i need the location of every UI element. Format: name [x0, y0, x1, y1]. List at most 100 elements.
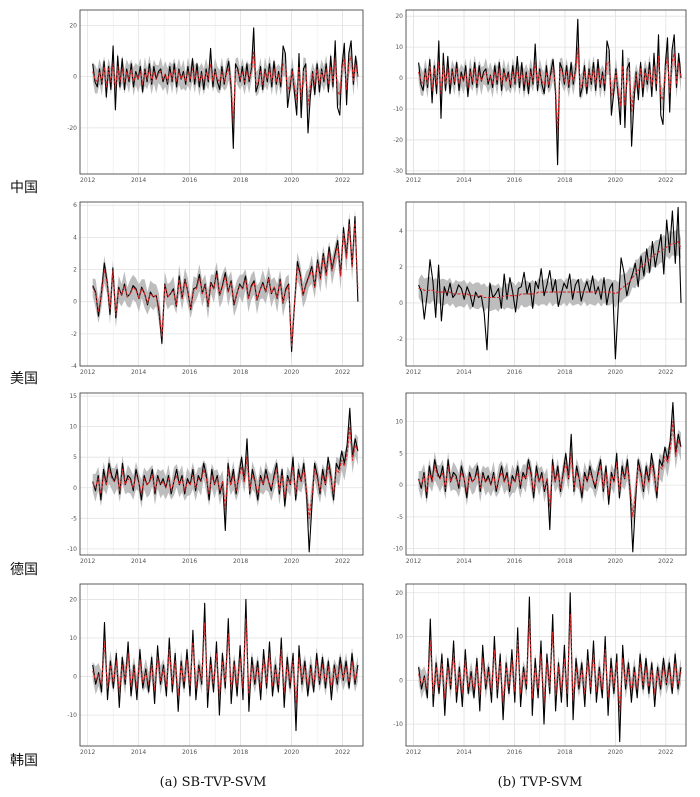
y-tick-label: 2 — [399, 264, 403, 271]
x-tick-label: 2012 — [80, 177, 95, 184]
x-tick-label: 2014 — [456, 369, 471, 376]
y-tick-label: 10 — [395, 634, 403, 641]
x-tick-label: 2012 — [80, 369, 95, 376]
y-tick-label: -4 — [71, 363, 77, 370]
confidence-band — [418, 408, 681, 528]
series-line-estimate — [418, 241, 682, 299]
y-tick-label: 15 — [69, 393, 77, 400]
y-tick-label: 0 — [399, 75, 403, 82]
series-line-estimate — [92, 222, 359, 348]
y-tick-label: 2 — [73, 267, 77, 274]
x-tick-label: 2018 — [557, 369, 572, 376]
series-line-actual — [418, 206, 682, 360]
x-tick-label: 2016 — [182, 369, 197, 376]
x-tick-label: 2014 — [131, 558, 146, 565]
x-tick-label: 2020 — [284, 369, 299, 376]
panel-frame — [79, 392, 364, 556]
y-tick-label: 20 — [69, 22, 77, 29]
y-tick-label: 4 — [73, 234, 77, 241]
y-tick-label: 0 — [73, 485, 77, 492]
y-tick-label: 20 — [395, 13, 403, 20]
y-tick-label: 0 — [73, 74, 77, 81]
y-tick-label: -20 — [67, 125, 77, 132]
x-tick-label: 2020 — [284, 749, 299, 756]
country-label-korea: 韩国 — [10, 753, 38, 769]
x-tick-label: 2022 — [658, 558, 673, 565]
x-tick-label: 2022 — [658, 177, 673, 184]
x-tick-label: 2018 — [557, 177, 572, 184]
y-tick-label: 10 — [395, 44, 403, 51]
panel-frame — [79, 583, 364, 747]
x-tick-label: 2020 — [608, 749, 623, 756]
series-line-actual — [92, 598, 359, 732]
x-tick-label: 2018 — [233, 749, 248, 756]
y-tick-label: -10 — [67, 712, 77, 719]
x-tick-label: 2012 — [406, 558, 421, 565]
y-tick-label: 10 — [69, 635, 77, 642]
y-tick-label: 20 — [395, 590, 403, 597]
panel-frame — [405, 392, 687, 556]
y-tick-label: 5 — [399, 450, 403, 457]
confidence-band — [92, 209, 358, 362]
x-tick-label: 2016 — [182, 177, 197, 184]
series-line-estimate — [418, 421, 682, 518]
series-line-estimate — [92, 50, 359, 124]
x-tick-label: 2022 — [335, 177, 350, 184]
caption-tvp-svm: (b) TVP-SVM — [498, 775, 583, 790]
y-tick-label: -10 — [67, 546, 77, 553]
y-tick-label: 0 — [399, 482, 403, 489]
x-tick-label: 2014 — [456, 558, 471, 565]
series-line-estimate — [418, 46, 682, 135]
panel-frame — [405, 201, 687, 367]
panel-frame — [79, 201, 364, 367]
x-tick-label: 2016 — [507, 558, 522, 565]
x-tick-label: 2020 — [284, 558, 299, 565]
confidence-band — [92, 36, 358, 137]
y-tick-label: 5 — [73, 454, 77, 461]
confidence-band — [418, 600, 681, 726]
x-tick-label: 2012 — [80, 558, 95, 565]
x-tick-label: 2016 — [507, 749, 522, 756]
country-label-china: 中国 — [10, 180, 38, 196]
y-tick-label: 20 — [69, 596, 77, 603]
y-tick-label: 0 — [73, 674, 77, 681]
caption-sb-tvp-svm: (a) SB-TVP-SVM — [160, 775, 267, 790]
confidence-band — [418, 33, 681, 148]
x-tick-label: 2014 — [131, 369, 146, 376]
x-tick-label: 2012 — [406, 369, 421, 376]
y-tick-label: -2 — [71, 331, 77, 338]
x-tick-label: 2022 — [335, 558, 350, 565]
country-label-usa: 美国 — [10, 371, 38, 387]
y-tick-label: 10 — [395, 419, 403, 426]
panel-korea-tvp-svm: 20 10 0 -10 2012 2014 2016 2018 2020 2022 — [393, 583, 687, 756]
x-tick-label: 2016 — [507, 177, 522, 184]
x-tick-label: 2014 — [456, 749, 471, 756]
y-tick-label: -10 — [393, 106, 403, 113]
series-line-actual — [418, 592, 682, 743]
x-tick-label: 2020 — [608, 177, 623, 184]
y-tick-label: 0 — [399, 677, 403, 684]
x-tick-label: 2020 — [608, 369, 623, 376]
x-tick-label: 2016 — [182, 749, 197, 756]
confidence-band — [418, 227, 681, 312]
panel-frame — [79, 9, 364, 175]
series-line-actual — [418, 18, 682, 166]
y-tick-label: -20 — [393, 137, 403, 144]
x-tick-label: 2022 — [658, 369, 673, 376]
y-tick-label: 10 — [69, 424, 77, 431]
y-tick-label: 4 — [399, 228, 403, 235]
y-tick-label: 6 — [73, 202, 77, 209]
x-tick-label: 2016 — [507, 369, 522, 376]
x-tick-label: 2020 — [284, 177, 299, 184]
x-tick-label: 2018 — [233, 177, 248, 184]
x-tick-label: 2012 — [406, 177, 421, 184]
x-tick-label: 2018 — [233, 369, 248, 376]
y-tick-label: -10 — [393, 721, 403, 728]
confidence-band — [92, 604, 358, 718]
